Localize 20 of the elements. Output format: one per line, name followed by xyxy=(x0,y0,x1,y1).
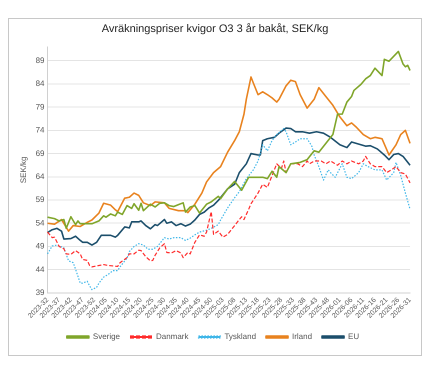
y-tick-label: 79 xyxy=(36,102,46,112)
y-tick-label: 39 xyxy=(36,288,46,298)
line-series xyxy=(46,156,411,268)
legend-label: Danmark xyxy=(156,332,190,342)
line-series xyxy=(46,128,411,290)
y-tick-label: 54 xyxy=(36,218,46,228)
y-tick-label: 89 xyxy=(36,56,46,65)
chart-title: Avräkningspriser kvigor O3 3 år bakåt, SEK/kg xyxy=(100,23,330,35)
y-tick-label: 59 xyxy=(36,195,46,204)
y-tick-label: 49 xyxy=(36,242,46,251)
y-axis-title: SEK/kg xyxy=(19,156,28,184)
legend-label: EU xyxy=(348,332,360,342)
y-tick-label: 69 xyxy=(36,148,46,158)
legend-label: Irland xyxy=(292,332,312,342)
y-tick-label: 74 xyxy=(36,126,46,135)
legend-label: Tyskland xyxy=(224,332,256,342)
y-tick-label: 44 xyxy=(36,264,46,274)
legend-label: Sverige xyxy=(92,332,121,342)
y-tick-label: 64 xyxy=(36,172,46,182)
y-tick-label: 84 xyxy=(36,79,46,88)
